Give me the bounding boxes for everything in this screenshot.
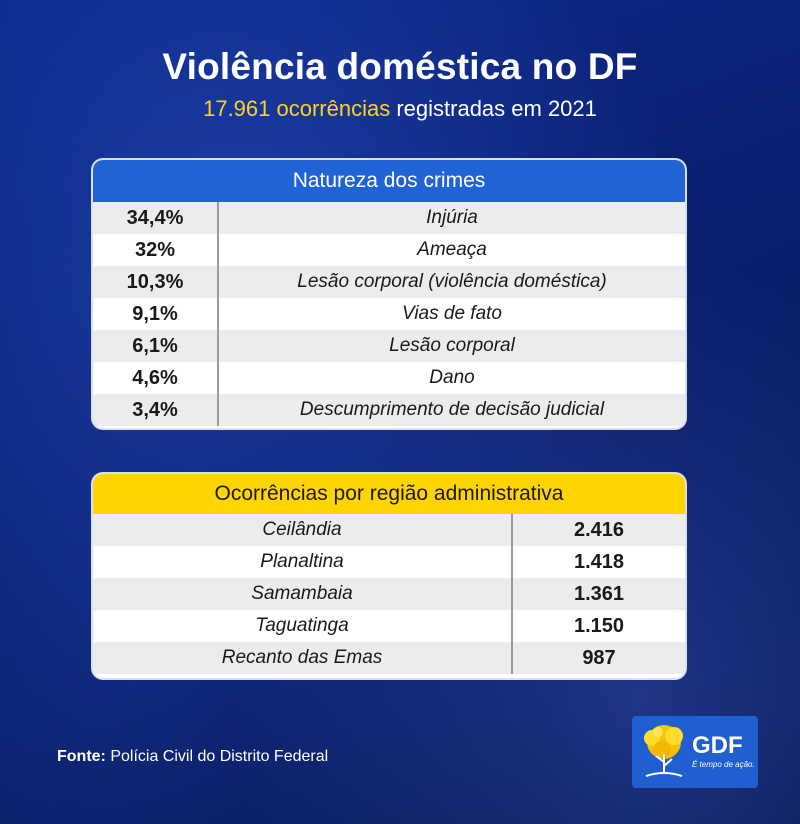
crime-label: Lesão corporal (violência doméstica) (297, 271, 607, 292)
region-count: 1.418 (573, 551, 625, 573)
table-row: 34,4% Injúria (93, 202, 685, 234)
region-name: Samambaia (93, 578, 513, 610)
crime-label: Ameaça (417, 239, 487, 260)
crime-label: Descumprimento de decisão judicial (299, 399, 605, 420)
region-count: 1.361 (573, 583, 625, 605)
crimes-table: Natureza dos crimes 34,4% Injúria 32% Amea… (93, 160, 685, 428)
crime-percentage: 34,4% (93, 202, 219, 234)
table-row: 32% Ameaça (93, 234, 685, 266)
page-title: Violência doméstica no DF (162, 46, 638, 87)
table-row: 3,4% Descumprimento de decisão judicial (93, 394, 685, 426)
regions-table-heading: Ocorrências por região administrativa (93, 474, 685, 514)
regions-table: Ocorrências por região administrativa Ce… (93, 474, 685, 678)
table-row: Planaltina 1.418 (93, 546, 685, 578)
crime-label: Vias de fato (401, 303, 502, 324)
crime-label: Injúria (426, 207, 478, 228)
table-row: Recanto das Emas 987 (93, 642, 685, 674)
table-row: Ceilândia 2.416 (93, 514, 685, 546)
ipe-tree-icon (644, 725, 683, 777)
table-row: Samambaia 1.361 (93, 578, 685, 610)
crime-label: Lesão corporal (389, 335, 515, 356)
table-row: 10,3% Lesão corporal (violência doméstica… (93, 266, 685, 298)
crime-percentage: 3,4% (93, 394, 219, 426)
region-name: Taguatinga (93, 610, 513, 642)
source-label: Fonte: (57, 748, 106, 765)
table-row: 9,1% Vias de fato (93, 298, 685, 330)
source-text: Polícia Civil do Distrito Federal (105, 748, 329, 765)
table-row: Taguatinga 1.150 (93, 610, 685, 642)
crime-percentage: 10,3% (93, 266, 219, 298)
table-row: 6,1% Lesão corporal (93, 330, 685, 362)
logo-slogan: É tempo de ação. (692, 760, 755, 769)
gdf-logo: GDF É tempo de ação. (632, 716, 758, 788)
crime-percentage: 9,1% (93, 298, 219, 330)
source-note: Fonte: Polícia Civil do Distrito Federal (57, 748, 328, 766)
crimes-table-heading: Natureza dos crimes (93, 160, 685, 202)
region-count: 987 (582, 647, 616, 669)
subtitle-rest: registradas em 2021 (390, 96, 597, 121)
region-count: 1.150 (573, 615, 625, 637)
crime-percentage: 4,6% (93, 362, 219, 394)
page-subtitle: 17.961 ocorrências registradas em 2021 (0, 96, 800, 122)
region-name: Recanto das Emas (93, 642, 513, 674)
crime-label: Dano (429, 367, 475, 388)
region-count: 2.416 (573, 519, 625, 541)
subtitle-highlight: 17.961 ocorrências (203, 96, 391, 121)
region-name: Ceilândia (93, 514, 513, 546)
region-name: Planaltina (93, 546, 513, 578)
crime-percentage: 6,1% (93, 330, 219, 362)
logo-name: GDF (692, 732, 743, 759)
crime-percentage: 32% (93, 234, 219, 266)
table-row: 4,6% Dano (93, 362, 685, 394)
